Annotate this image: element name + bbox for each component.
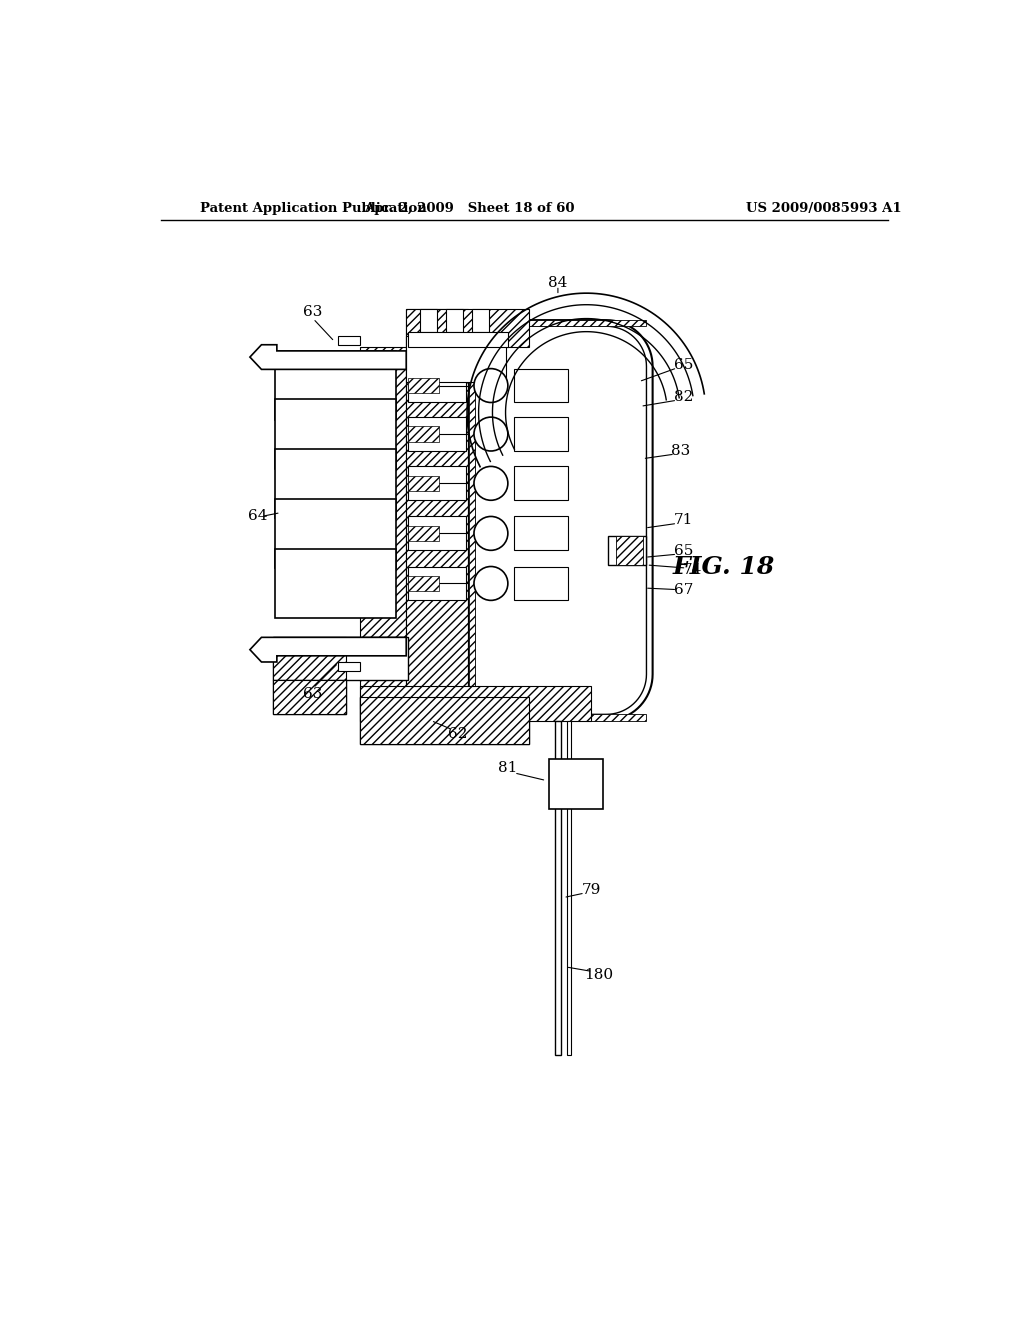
Text: 81: 81: [498, 762, 517, 775]
Bar: [420, 309, 437, 331]
Bar: [275, 400, 396, 469]
Bar: [408, 466, 466, 500]
Bar: [514, 368, 568, 403]
Bar: [408, 378, 438, 393]
Bar: [446, 309, 463, 331]
Text: 180: 180: [584, 968, 613, 982]
Bar: [275, 549, 396, 618]
Bar: [360, 347, 407, 709]
Bar: [615, 536, 643, 565]
Bar: [514, 417, 568, 451]
Text: 65: 65: [674, 358, 693, 372]
Bar: [567, 721, 571, 1056]
Bar: [475, 321, 646, 326]
Bar: [468, 367, 531, 717]
Text: 79: 79: [582, 883, 601, 896]
Text: 83: 83: [672, 444, 691, 458]
Bar: [408, 576, 438, 591]
Bar: [407, 335, 506, 381]
Bar: [549, 759, 602, 809]
Text: 82: 82: [674, 391, 693, 404]
Polygon shape: [475, 326, 646, 714]
Text: Apr. 2, 2009   Sheet 18 of 60: Apr. 2, 2009 Sheet 18 of 60: [365, 202, 574, 215]
Bar: [408, 426, 438, 442]
Circle shape: [474, 466, 508, 500]
Bar: [273, 638, 346, 680]
Bar: [360, 686, 591, 721]
Bar: [514, 466, 568, 500]
Circle shape: [474, 566, 508, 601]
Bar: [469, 321, 475, 721]
Text: 64: 64: [248, 510, 267, 524]
Polygon shape: [250, 638, 407, 663]
Bar: [273, 680, 346, 714]
Bar: [472, 309, 489, 331]
Text: 63: 63: [303, 305, 323, 319]
Bar: [408, 525, 438, 541]
Circle shape: [474, 368, 508, 403]
Text: FIG. 18: FIG. 18: [673, 554, 774, 578]
Bar: [339, 335, 360, 345]
Text: Patent Application Publication: Patent Application Publication: [200, 202, 427, 215]
Polygon shape: [250, 345, 407, 370]
Bar: [408, 566, 466, 601]
Text: 67: 67: [674, 582, 693, 597]
Text: 62: 62: [449, 727, 468, 742]
Polygon shape: [469, 321, 652, 721]
Bar: [407, 309, 529, 347]
Text: 71: 71: [674, 513, 693, 527]
Bar: [273, 638, 408, 680]
Bar: [408, 475, 438, 491]
Bar: [360, 697, 529, 743]
Circle shape: [474, 417, 508, 451]
Bar: [275, 499, 396, 568]
Bar: [514, 516, 568, 550]
Bar: [514, 566, 568, 601]
Bar: [475, 714, 646, 721]
Text: 65: 65: [674, 544, 693, 558]
Text: 84: 84: [548, 276, 567, 290]
Bar: [275, 449, 396, 517]
Bar: [408, 417, 466, 451]
Circle shape: [474, 516, 508, 550]
Bar: [275, 351, 396, 420]
Bar: [555, 721, 561, 1056]
Polygon shape: [408, 331, 508, 347]
Bar: [408, 516, 466, 550]
Bar: [408, 368, 466, 403]
Bar: [273, 680, 346, 714]
Bar: [360, 697, 529, 743]
Text: 63: 63: [303, 686, 323, 701]
Text: 74: 74: [683, 564, 702, 577]
Bar: [407, 309, 468, 713]
Bar: [608, 536, 646, 565]
Bar: [339, 663, 360, 671]
Text: US 2009/0085993 A1: US 2009/0085993 A1: [745, 202, 901, 215]
